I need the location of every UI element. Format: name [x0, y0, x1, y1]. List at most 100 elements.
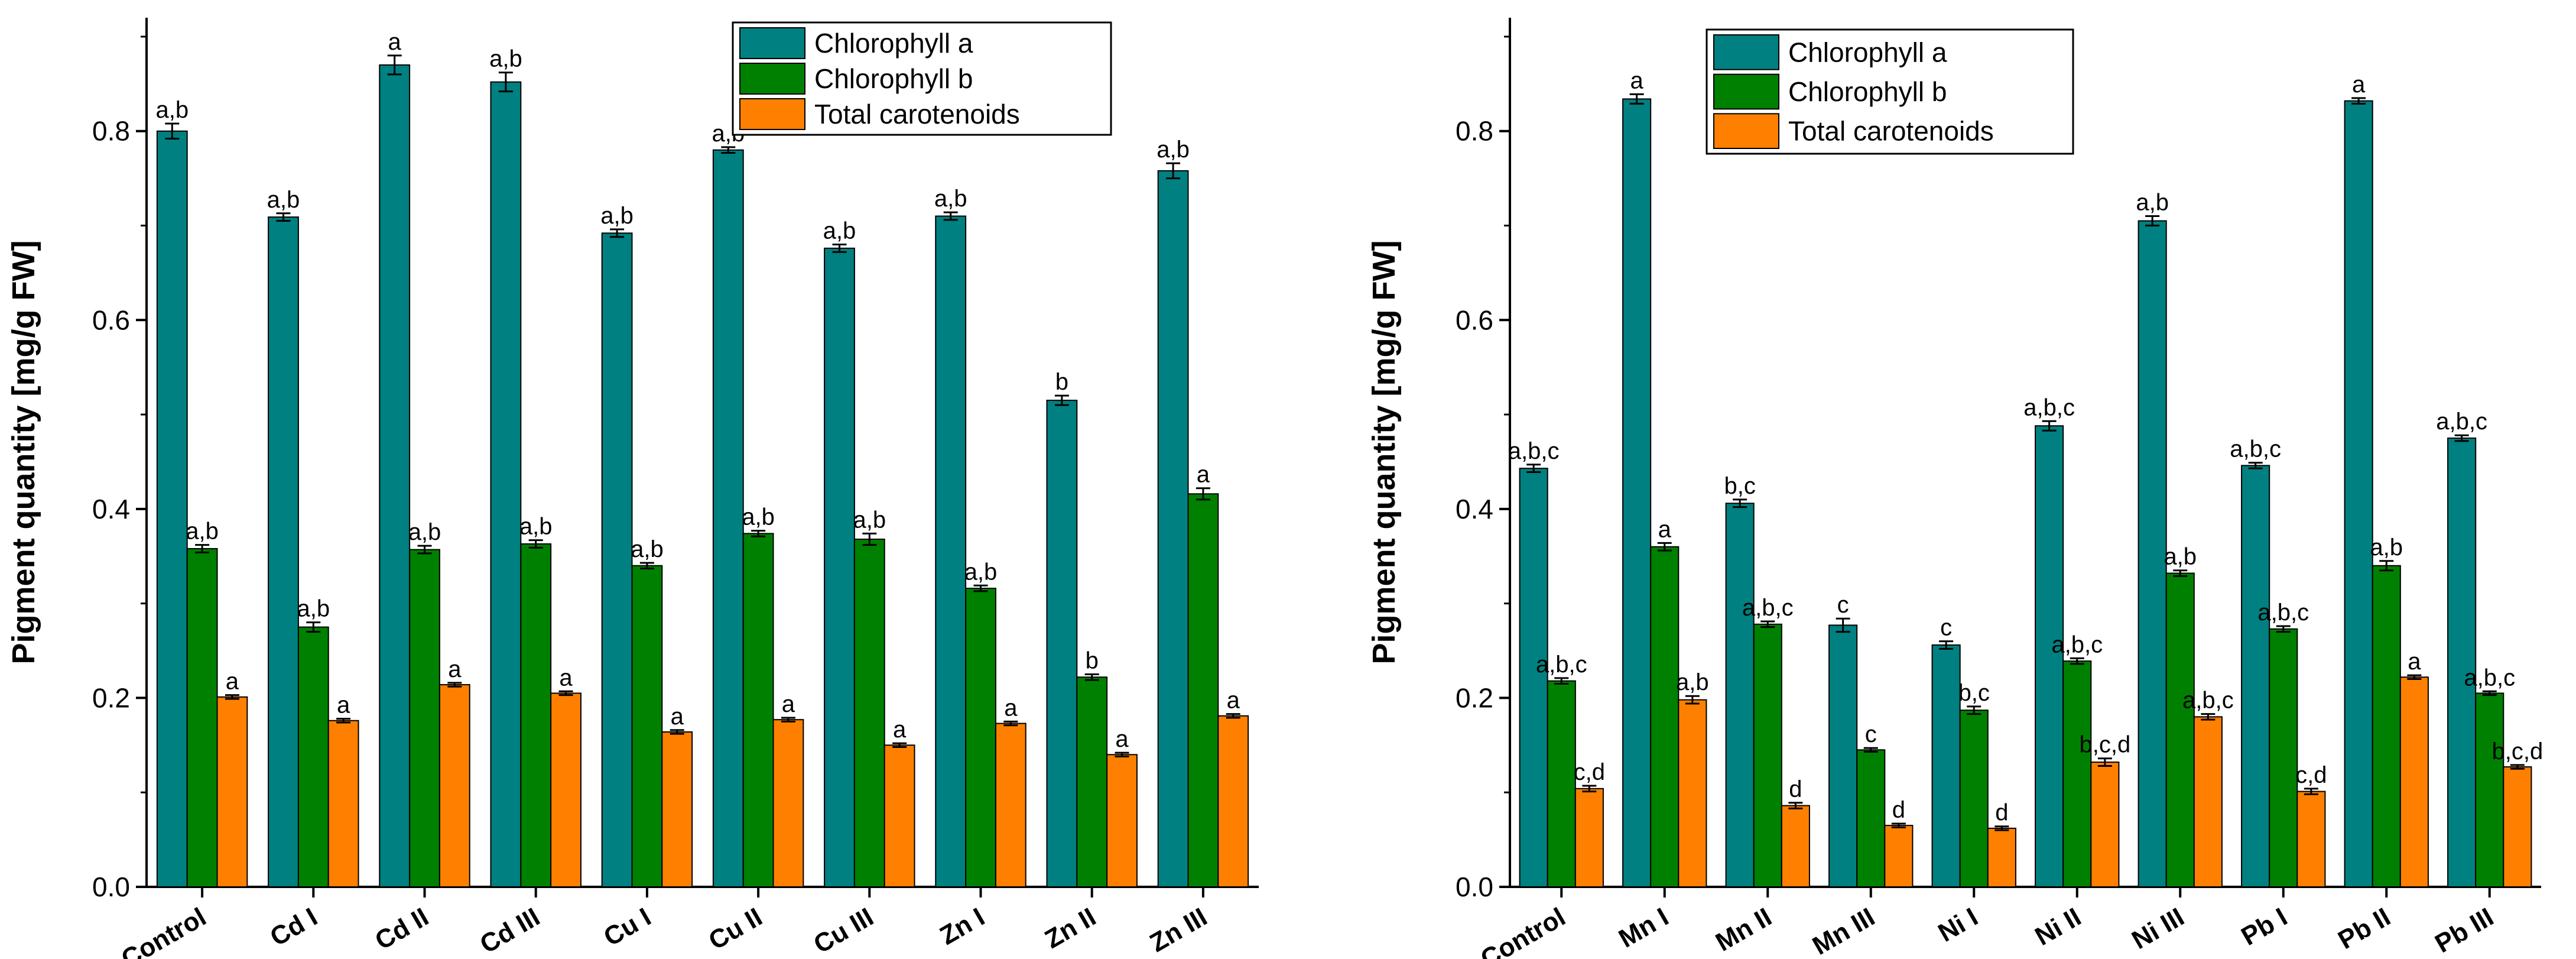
category-label: Pb III	[2430, 902, 2499, 958]
data-label: a,b	[742, 504, 775, 530]
data-label: a	[2408, 649, 2421, 675]
data-label: d	[1789, 776, 1802, 802]
category-label: Cu I	[599, 902, 655, 952]
bar	[631, 565, 663, 887]
data-label: a,b,c	[2464, 665, 2515, 691]
bar	[268, 216, 299, 887]
bar	[2035, 425, 2064, 887]
legend-swatch	[1713, 113, 1779, 149]
data-label: a	[782, 691, 795, 717]
bar	[1987, 827, 2016, 888]
bar	[1828, 624, 1858, 888]
category-label: Control	[116, 902, 211, 959]
y-axis-title: Pigment quantity [mg/g FW]	[1366, 241, 1402, 665]
data-label: a,b,c	[2182, 688, 2234, 714]
data-label: a	[2352, 72, 2366, 98]
bar	[1076, 676, 1108, 887]
data-label: b	[1055, 369, 1068, 395]
data-label: a,b,c	[2257, 600, 2309, 626]
bar	[2193, 716, 2223, 888]
data-label: a	[1197, 462, 1210, 488]
bar	[216, 696, 248, 887]
bar	[327, 720, 359, 887]
bar	[1187, 493, 1219, 887]
category-label: Ni III	[2127, 902, 2189, 955]
legend-label: Chlorophyll b	[1788, 76, 1947, 107]
bar	[772, 719, 804, 888]
bar	[1046, 400, 1078, 887]
category-label: Mn II	[1711, 902, 1776, 957]
bar	[186, 547, 218, 887]
bar	[2062, 660, 2092, 887]
category-label: Mn III	[1808, 902, 1880, 959]
y-tick-label: 0.2	[92, 682, 130, 713]
y-tick-label: 0.4	[92, 494, 130, 524]
category-label: Cd II	[370, 902, 433, 955]
data-label: a,b,c	[2051, 631, 2103, 657]
data-label: a	[1115, 726, 1129, 752]
bar	[1753, 623, 1782, 887]
bar	[1725, 503, 1755, 887]
legend-swatch	[739, 27, 805, 59]
bar	[550, 692, 582, 888]
data-label: a,b,c	[2436, 409, 2487, 435]
bar	[601, 232, 633, 888]
bar	[965, 588, 996, 888]
data-label: a	[1658, 516, 1672, 542]
category-label: Cd I	[265, 902, 322, 952]
bar	[1622, 98, 1652, 887]
category-label: Ni I	[1933, 902, 1983, 948]
data-label: a,b,c	[2023, 394, 2075, 420]
data-label: a,b,c	[1536, 652, 1587, 678]
data-label: c	[1940, 615, 1952, 641]
data-label: a,b	[186, 519, 219, 545]
legend-label: Chlorophyll b	[814, 63, 973, 94]
data-label: a	[337, 692, 350, 718]
bar	[935, 215, 967, 888]
bar	[2399, 676, 2429, 887]
data-label: a,b	[1157, 137, 1190, 163]
data-label: a,b	[1676, 669, 1709, 695]
bar	[661, 731, 693, 888]
data-label: a,b	[489, 46, 522, 72]
data-label: a,b	[964, 559, 998, 585]
data-label: c	[1837, 592, 1849, 618]
data-label: b,c	[1724, 473, 1755, 499]
bar	[2503, 766, 2532, 887]
y-tick-label: 0.6	[92, 304, 130, 335]
bar	[1574, 788, 1604, 887]
data-label: a,b	[934, 186, 967, 212]
data-label: c	[1865, 721, 1877, 747]
category-label: Pb II	[2333, 902, 2395, 955]
data-label: a	[893, 717, 907, 743]
bar	[438, 684, 470, 887]
data-label: a,b	[519, 514, 553, 540]
bar	[1959, 709, 1989, 888]
data-label: a	[559, 665, 573, 691]
data-label: a	[1630, 67, 1644, 93]
category-label: Zn II	[1040, 902, 1101, 954]
legend-label: Total carotenoids	[1788, 116, 1994, 147]
bar	[742, 533, 774, 887]
data-label: d	[1892, 797, 1905, 823]
category-label: Cd III	[475, 902, 545, 959]
bar	[379, 64, 411, 887]
legend-label: Total carotenoids	[814, 99, 1020, 129]
bar	[1157, 170, 1189, 888]
data-label: a	[448, 656, 462, 682]
bar	[824, 247, 855, 888]
data-label: a,b	[2164, 544, 2197, 570]
y-tick-label: 0.0	[92, 871, 130, 902]
y-tick-label: 0.4	[1456, 494, 1493, 524]
bar	[2165, 572, 2195, 887]
y-tick-label: 0.2	[1456, 682, 1493, 713]
data-label: a,b	[600, 203, 634, 229]
bar	[520, 543, 552, 887]
data-label: a,b	[408, 519, 441, 545]
bar	[2269, 628, 2298, 887]
data-label: a,b	[823, 218, 856, 244]
legend-swatch	[1713, 34, 1779, 70]
data-label: d	[1995, 800, 2008, 826]
category-label: Cu II	[704, 902, 767, 955]
data-label: a	[1227, 688, 1240, 714]
